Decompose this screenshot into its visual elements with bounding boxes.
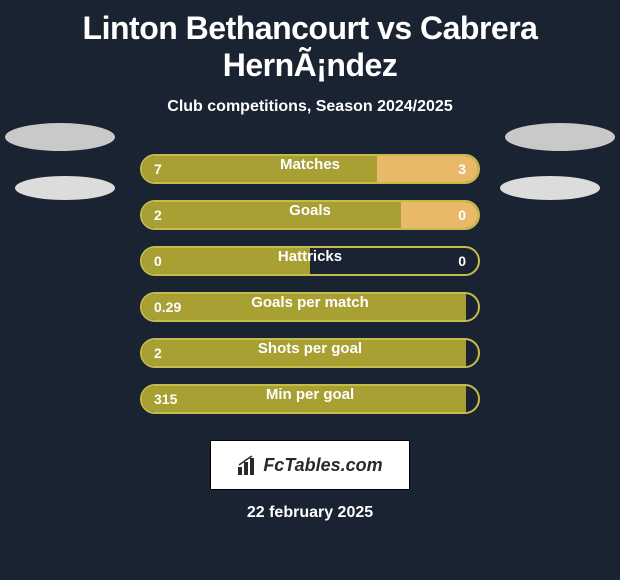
stat-row: 315Min per goal xyxy=(0,376,620,422)
stat-left-value: 0 xyxy=(142,248,310,274)
stat-right-value xyxy=(466,294,478,320)
stat-left-value: 2 xyxy=(142,202,401,228)
stat-left-value: 7 xyxy=(142,156,377,182)
logo-text: FcTables.com xyxy=(263,455,382,476)
comparison-subtitle: Club competitions, Season 2024/2025 xyxy=(0,98,620,116)
snapshot-date: 22 february 2025 xyxy=(0,504,620,522)
comparison-title: Linton Bethancourt vs Cabrera HernÃ¡ndez xyxy=(0,0,620,84)
stat-bar: 00Hattricks xyxy=(140,246,480,276)
stat-row: 0.29Goals per match xyxy=(0,284,620,330)
stat-bar: 315Min per goal xyxy=(140,384,480,414)
chart-icon xyxy=(237,455,259,475)
stat-bar: 0.29Goals per match xyxy=(140,292,480,322)
stat-right-value: 3 xyxy=(377,156,478,182)
stat-row: 20Goals xyxy=(0,192,620,238)
stat-bar: 73Matches xyxy=(140,154,480,184)
fctables-logo: FcTables.com xyxy=(210,440,410,490)
stat-right-value: 0 xyxy=(401,202,478,228)
stat-right-value xyxy=(466,386,478,412)
stat-right-value: 0 xyxy=(310,248,478,274)
comparison-chart: 73Matches 20Goals 00Hattricks 0.29Goals per… xyxy=(0,146,620,422)
stat-row: 73Matches xyxy=(0,146,620,192)
stat-row: 00Hattricks xyxy=(0,238,620,284)
stat-left-value: 0.29 xyxy=(142,294,466,320)
stat-bar: 20Goals xyxy=(140,200,480,230)
stat-left-value: 315 xyxy=(142,386,466,412)
stat-bar: 2Shots per goal xyxy=(140,338,480,368)
stat-right-value xyxy=(466,340,478,366)
stat-left-value: 2 xyxy=(142,340,466,366)
stat-row: 2Shots per goal xyxy=(0,330,620,376)
